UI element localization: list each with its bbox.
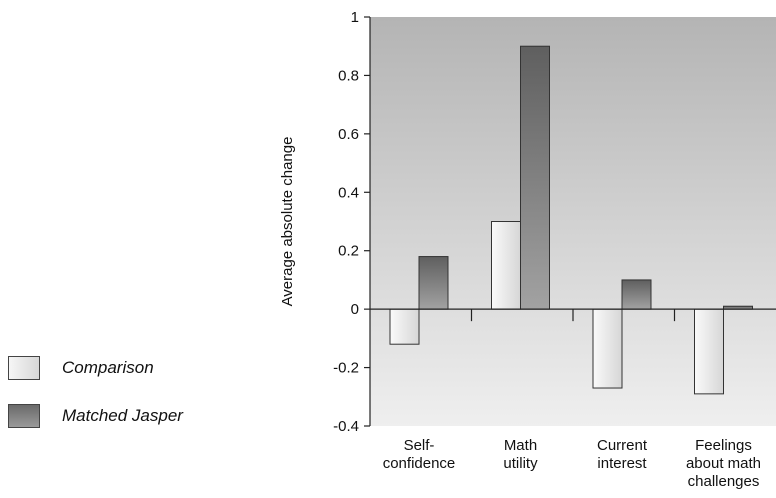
legend-item-comparison: Comparison bbox=[8, 355, 154, 381]
x-category-label: interest bbox=[597, 455, 647, 472]
y-tick-label: 1 bbox=[351, 9, 359, 26]
x-category-label: challenges bbox=[688, 473, 760, 490]
y-tick-label: 0.4 bbox=[338, 184, 359, 201]
legend-item-matched-jasper: Matched Jasper bbox=[8, 403, 183, 429]
x-category-label: about math bbox=[686, 455, 761, 472]
y-tick-label: 0.6 bbox=[338, 126, 359, 143]
x-category-label: utility bbox=[503, 455, 538, 472]
bar-matched-jasper-0 bbox=[418, 256, 449, 310]
x-category-label: Math bbox=[504, 437, 537, 454]
x-category-label: Self- bbox=[404, 437, 435, 454]
bar-comparison-2 bbox=[592, 308, 623, 389]
axes bbox=[364, 16, 776, 427]
y-tick-label: 0.2 bbox=[338, 243, 359, 260]
bar-matched-jasper-1 bbox=[520, 45, 550, 310]
bar-comparison-1 bbox=[491, 221, 521, 310]
bar-matched-jasper-2 bbox=[621, 279, 652, 310]
legend-label-matched-jasper: Matched Jasper bbox=[62, 406, 183, 425]
bars bbox=[389, 45, 753, 395]
y-tick-label: -0.4 bbox=[333, 418, 359, 435]
legend-swatch-comparison bbox=[8, 356, 40, 380]
y-tick-label: 0 bbox=[351, 301, 359, 318]
x-category-label: confidence bbox=[383, 455, 456, 472]
legend-label-comparison: Comparison bbox=[62, 358, 154, 377]
legend-swatch-matched-jasper bbox=[8, 404, 40, 428]
x-category-label: Feelings bbox=[695, 437, 752, 454]
labels: 1 0.8 0.6 0.4 0.2 0 -0.2 -0.4 Self-confidence Mat… bbox=[279, 9, 761, 490]
bar-comparison-0 bbox=[389, 308, 420, 345]
bar-comparison-3 bbox=[694, 308, 724, 395]
x-category-label: Current bbox=[597, 437, 648, 454]
y-axis-title: Average absolute change bbox=[279, 137, 296, 307]
y-tick-label: -0.2 bbox=[333, 360, 359, 377]
y-tick-label: 0.8 bbox=[338, 67, 359, 84]
